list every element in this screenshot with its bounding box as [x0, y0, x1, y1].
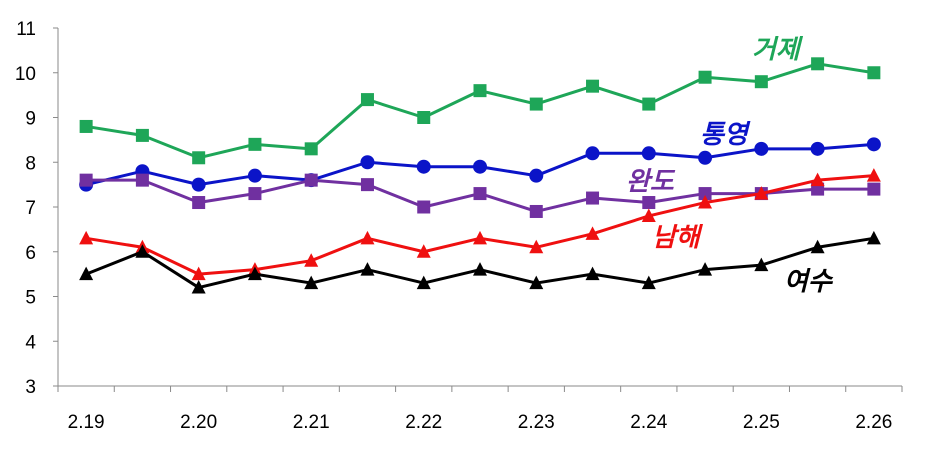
data-point [529, 168, 544, 183]
x-tick-label: 2.22 [405, 412, 442, 433]
data-point [79, 119, 93, 133]
x-tick-label: 2.21 [293, 412, 330, 433]
data-point [473, 230, 487, 245]
data-point [473, 262, 487, 276]
data-point [866, 230, 881, 245]
data-point [529, 239, 544, 254]
y-tick-label: 5 [25, 288, 36, 309]
x-tick-label: 2.19 [68, 412, 105, 433]
data-point [416, 244, 431, 258]
y-tick-label: 6 [25, 243, 36, 264]
data-point [247, 266, 262, 281]
data-point [304, 173, 318, 187]
data-point [304, 142, 318, 156]
data-point [754, 75, 768, 89]
data-point [585, 146, 600, 161]
x-tick-label: 2.25 [743, 412, 780, 433]
data-point [191, 280, 206, 294]
data-point [135, 173, 149, 187]
y-tick-label: 8 [25, 153, 36, 174]
data-point [248, 137, 262, 151]
data-point [473, 187, 487, 201]
y-tick-label: 4 [25, 332, 36, 353]
data-point [641, 146, 656, 161]
data-point [585, 266, 600, 281]
data-point [867, 66, 881, 80]
x-tick-label: 2.20 [180, 412, 217, 433]
series-label: 남해 [652, 223, 704, 253]
data-point [754, 186, 769, 200]
y-tick-label: 11 [16, 19, 36, 40]
data-point [586, 79, 600, 93]
data-point [641, 275, 656, 290]
data-point [586, 191, 600, 205]
data-point [698, 187, 712, 201]
data-point [698, 262, 713, 276]
data-point [698, 150, 713, 165]
data-point [247, 168, 262, 183]
y-tick-label: 3 [25, 377, 36, 398]
x-tick-label: 2.23 [518, 412, 555, 433]
data-point [304, 253, 319, 267]
data-point [304, 275, 319, 290]
series-label: 통영 [700, 120, 751, 150]
data-point [135, 244, 150, 258]
data-point [641, 208, 656, 222]
data-point [192, 196, 206, 210]
y-tick-label: 10 [15, 64, 36, 85]
data-point [191, 177, 206, 192]
data-point [810, 172, 825, 187]
data-point [360, 262, 375, 276]
data-point [698, 70, 712, 84]
data-point [529, 204, 543, 218]
data-point [248, 187, 262, 201]
data-point [416, 159, 431, 174]
x-tick-label: 2.24 [630, 412, 667, 433]
data-point [79, 266, 94, 281]
data-point [135, 128, 149, 142]
data-point [417, 111, 431, 124]
data-point [810, 141, 825, 156]
x-tick-label: 2.26 [855, 412, 892, 433]
data-point [192, 151, 206, 165]
y-tick-label: 9 [25, 109, 36, 130]
data-point [360, 155, 375, 170]
data-point [529, 97, 543, 111]
data-point [754, 257, 769, 272]
data-point [810, 239, 825, 254]
data-point [191, 266, 206, 281]
data-point [698, 195, 713, 209]
data-point [866, 168, 881, 182]
series-label: 완도 [626, 167, 676, 197]
data-point [811, 57, 825, 71]
data-point [360, 230, 375, 245]
data-point [866, 137, 881, 152]
data-point [642, 196, 656, 210]
y-tick-label: 7 [25, 198, 36, 219]
data-point [473, 84, 487, 98]
series-label: 거제 [752, 35, 804, 65]
data-point [585, 226, 600, 240]
data-point [529, 275, 544, 290]
data-point [473, 159, 487, 174]
data-point [360, 178, 374, 192]
data-point [754, 141, 769, 156]
data-point [417, 200, 431, 214]
data-point [867, 182, 881, 196]
data-point [79, 230, 94, 245]
data-point [416, 275, 431, 290]
data-point [360, 93, 374, 107]
series-label: 여수 [784, 267, 834, 297]
data-point [79, 173, 93, 187]
data-point [642, 97, 656, 111]
